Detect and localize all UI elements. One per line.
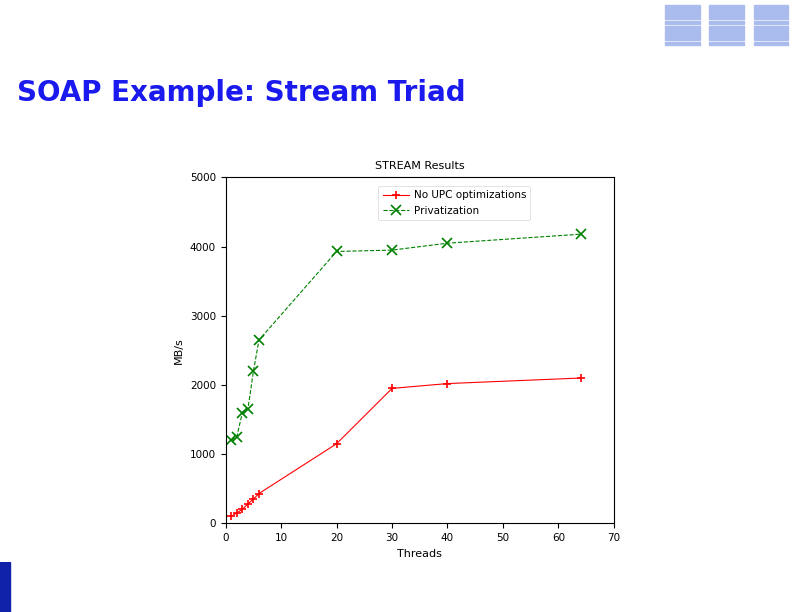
Bar: [710, 36, 744, 40]
Bar: [665, 31, 699, 35]
Text: 70: 70: [753, 580, 775, 594]
Privatization: [443, 239, 452, 247]
Bar: [665, 5, 699, 9]
Bar: [665, 21, 699, 24]
No UPC optimizations: [243, 500, 253, 507]
Bar: [754, 5, 788, 9]
Bar: [665, 15, 699, 19]
No UPC optimizations: [232, 509, 242, 517]
Privatization: [332, 248, 341, 255]
Privatization: [243, 406, 253, 413]
Bar: [710, 21, 744, 24]
Bar: [754, 15, 788, 19]
Privatization: [232, 433, 242, 441]
Privatization: [254, 337, 264, 344]
Title: STREAM Results: STREAM Results: [375, 161, 465, 171]
Text: SOAP Example: Stream Triad: SOAP Example: Stream Triad: [17, 79, 466, 107]
Bar: [754, 36, 788, 40]
Bar: [710, 31, 744, 35]
No UPC optimizations: [249, 495, 258, 502]
Text: Productive Parallel Programming in PGAS: Productive Parallel Programming in PGAS: [91, 18, 383, 32]
Bar: [665, 42, 699, 45]
No UPC optimizations: [576, 375, 585, 382]
Bar: [710, 26, 744, 29]
No UPC optimizations: [387, 385, 397, 392]
No UPC optimizations: [254, 490, 264, 497]
Bar: [754, 26, 788, 29]
Bar: [665, 10, 699, 14]
Bar: [710, 5, 744, 9]
Bar: [754, 31, 788, 35]
Text: This material is based upon work supported by the Defense Advanced Research Proj: This material is based upon work support…: [14, 573, 512, 579]
Bar: [710, 42, 744, 45]
Privatization: [249, 367, 258, 375]
Privatization: [576, 231, 585, 238]
Text: the views of the Defense Advanced Research Projects Agency.: the views of the Defense Advanced Resear…: [14, 599, 231, 605]
Bar: [0, 562, 10, 612]
Bar: [754, 42, 788, 45]
No UPC optimizations: [443, 380, 452, 387]
Line: No UPC optimizations: No UPC optimizations: [227, 374, 584, 521]
Bar: [710, 15, 744, 19]
Privatization: [387, 247, 397, 254]
Bar: [710, 10, 744, 14]
No UPC optimizations: [238, 506, 247, 513]
No UPC optimizations: [227, 513, 236, 520]
Text: PACT 08: PACT 08: [10, 18, 67, 32]
Privatization: [227, 436, 236, 444]
Privatization: [238, 409, 247, 416]
Bar: [665, 26, 699, 29]
Y-axis label: MB/s: MB/s: [174, 337, 185, 364]
Bar: [754, 21, 788, 24]
X-axis label: Threads: Threads: [398, 548, 442, 559]
No UPC optimizations: [332, 440, 341, 447]
Bar: [754, 10, 788, 14]
Line: Privatization: Privatization: [227, 230, 585, 445]
Legend: No UPC optimizations, Privatization: No UPC optimizations, Privatization: [379, 186, 531, 220]
Text: Any opinions, findings and conclusions or recommendations expressed in this mate: Any opinions, findings and conclusions o…: [14, 586, 519, 592]
Bar: [665, 36, 699, 40]
